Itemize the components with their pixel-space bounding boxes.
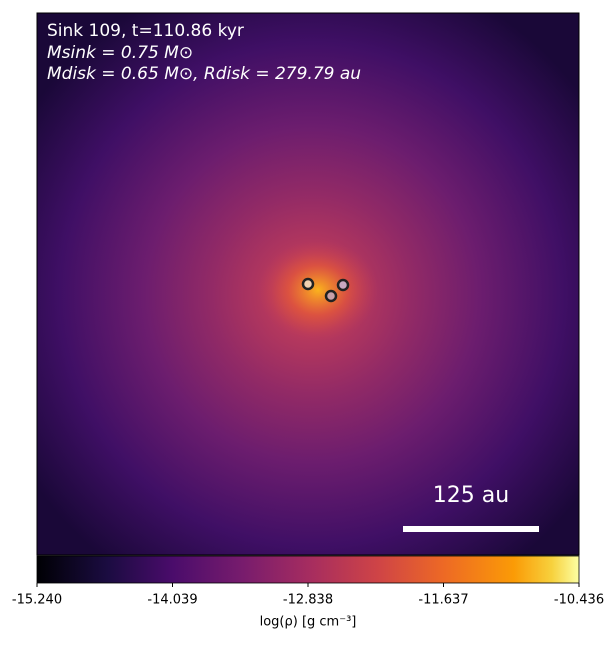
annotation: Mdisk = 0.65 M⊙, Rdisk = 279.79 au bbox=[47, 64, 361, 84]
colorbar-tick-label: -12.838 bbox=[283, 593, 333, 608]
scale-bar bbox=[403, 526, 539, 532]
colorbar-tick-label: -10.436 bbox=[554, 593, 604, 608]
frame bbox=[36, 12, 580, 556]
sink bbox=[336, 278, 350, 292]
sink bbox=[324, 289, 338, 303]
colorbar bbox=[36, 555, 580, 584]
annotation: Msink = 0.75 M⊙ bbox=[47, 43, 193, 63]
colorbar-tick-label: -15.240 bbox=[12, 593, 62, 608]
sink bbox=[301, 277, 315, 291]
annotation: Sink 109, t=110.86 kyr bbox=[47, 21, 244, 41]
colorbar-label: log(ρ) [g cm⁻³] bbox=[260, 615, 357, 630]
disk-core bbox=[258, 240, 378, 340]
colorbar-tick-label: -14.039 bbox=[147, 593, 197, 608]
colorbar-tick-label: -11.637 bbox=[418, 593, 468, 608]
scale-bar-label: 125 au bbox=[433, 483, 509, 508]
